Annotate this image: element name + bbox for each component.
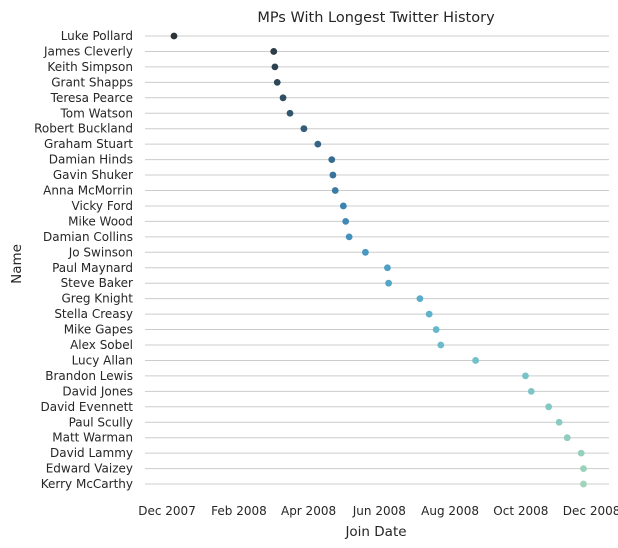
y-tick-label: Vicky Ford (72, 199, 133, 213)
data-point (580, 480, 587, 488)
data-point (273, 78, 281, 86)
y-tick-label: Graham Stuart (44, 137, 133, 151)
y-tick-label: Damian Collins (43, 230, 133, 244)
y-tick-label: David Lammy (50, 446, 133, 460)
data-point (527, 387, 535, 395)
y-tick-label: Keith Simpson (47, 60, 133, 74)
data-point (170, 32, 178, 40)
y-tick-label: Stella Creasy (54, 307, 133, 321)
y-tick-label: James Cleverly (43, 44, 133, 58)
x-tick-labels: Dec 2007 Feb 2008 Apr 2008 Jun 2008 Aug 2008… (138, 504, 618, 518)
data-point (271, 63, 279, 71)
y-tick-label: Lucy Allan (72, 353, 133, 367)
y-tick-label: Mike Wood (68, 214, 133, 228)
data-point (279, 94, 287, 102)
y-tick-label: Grant Shapps (51, 75, 133, 89)
data-point (385, 279, 392, 287)
data-points (170, 32, 587, 488)
x-tick-label: Jun 2008 (352, 504, 406, 518)
y-tick-label: Damian Hinds (49, 153, 133, 167)
data-point (563, 434, 571, 442)
data-point (270, 48, 278, 55)
data-point (416, 295, 424, 303)
y-tick-label: Gavin Shuker (53, 168, 133, 182)
y-tick-label: Edward Vaizey (46, 462, 133, 476)
data-point (331, 187, 339, 194)
data-point (580, 465, 587, 472)
data-point (286, 109, 294, 117)
data-point (345, 233, 353, 241)
y-tick-label: Steve Baker (61, 276, 133, 290)
y-tick-label: Alex Sobel (70, 338, 133, 352)
y-tick-label: Teresa Pearce (50, 91, 133, 105)
y-tick-label: Jo Swinson (68, 245, 133, 259)
data-point (432, 326, 440, 333)
data-point (328, 156, 336, 164)
y-tick-label: Tom Watson (60, 106, 134, 120)
x-tick-label: Feb 2008 (211, 504, 267, 518)
y-axis-label: Name (9, 244, 25, 284)
y-tick-label: Luke Pollard (61, 29, 133, 43)
y-tick-label: Mike Gapes (64, 323, 133, 337)
x-tick-label: Dec 2007 (138, 504, 196, 518)
data-point (314, 140, 322, 148)
data-point (555, 418, 563, 426)
y-tick-label: Robert Buckland (34, 122, 133, 136)
y-tick-label: Brandon Lewis (45, 369, 133, 383)
data-point (522, 372, 529, 380)
data-point (472, 357, 479, 364)
chart-title: MPs With Longest Twitter History (257, 10, 495, 26)
y-tick-label: David Jones (62, 384, 133, 398)
data-point (545, 403, 553, 411)
data-point (362, 248, 369, 256)
y-tick-label: Greg Knight (61, 292, 133, 306)
x-tick-label: Apr 2008 (281, 504, 336, 518)
data-point (425, 310, 433, 318)
data-point (339, 202, 347, 210)
y-tick-label: Anna McMorrin (43, 184, 133, 198)
data-point (384, 264, 391, 272)
x-tick-label: Dec 2008 (563, 504, 618, 518)
data-point (300, 125, 308, 133)
y-tick-label: Paul Scully (69, 415, 133, 429)
data-point (577, 449, 585, 457)
data-point (342, 218, 350, 225)
y-tick-label: Paul Maynard (52, 261, 133, 275)
y-tick-label: Matt Warman (52, 431, 133, 445)
data-point (437, 341, 445, 349)
x-tick-label: Aug 2008 (421, 504, 479, 518)
y-tick-label: David Evennett (40, 400, 133, 414)
data-point (329, 171, 337, 179)
grid-lines (145, 35, 609, 485)
x-tick-label: Oct 2008 (493, 504, 548, 518)
x-axis-label: Join Date (344, 524, 406, 540)
y-tick-label: Kerry McCarthy (41, 477, 133, 491)
